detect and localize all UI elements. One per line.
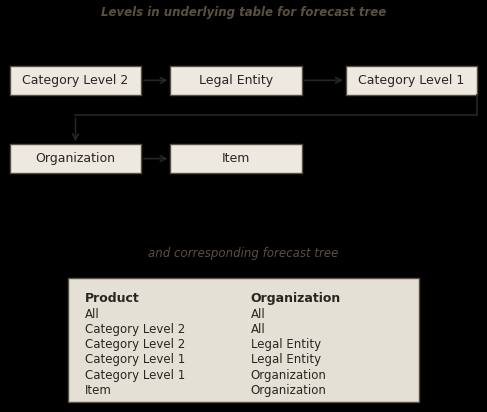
Text: Legal Entity: Legal Entity — [199, 74, 273, 87]
Text: Category Level 2: Category Level 2 — [22, 74, 129, 87]
FancyBboxPatch shape — [68, 278, 419, 402]
FancyBboxPatch shape — [170, 66, 302, 95]
Text: Item: Item — [85, 384, 112, 397]
Text: All: All — [250, 323, 265, 336]
Text: All: All — [85, 308, 100, 321]
Text: Organization: Organization — [36, 152, 115, 165]
Text: All: All — [250, 308, 265, 321]
Text: Legal Entity: Legal Entity — [250, 353, 320, 366]
FancyBboxPatch shape — [170, 144, 302, 173]
Text: Category Level 1: Category Level 1 — [358, 74, 465, 87]
Text: and corresponding forecast tree: and corresponding forecast tree — [149, 247, 338, 260]
Text: Category Level 1: Category Level 1 — [85, 369, 186, 382]
Text: Organization: Organization — [250, 369, 326, 382]
Text: Product: Product — [85, 292, 140, 304]
FancyBboxPatch shape — [346, 66, 477, 95]
Text: Organization: Organization — [250, 292, 341, 304]
Text: Category Level 1: Category Level 1 — [85, 353, 186, 366]
FancyBboxPatch shape — [10, 66, 141, 95]
FancyBboxPatch shape — [10, 144, 141, 173]
Text: Item: Item — [222, 152, 250, 165]
Text: Legal Entity: Legal Entity — [250, 338, 320, 351]
Text: Category Level 2: Category Level 2 — [85, 338, 186, 351]
Text: Category Level 2: Category Level 2 — [85, 323, 186, 336]
Text: Organization: Organization — [250, 384, 326, 397]
Text: Levels in underlying table for forecast tree: Levels in underlying table for forecast … — [101, 6, 386, 19]
